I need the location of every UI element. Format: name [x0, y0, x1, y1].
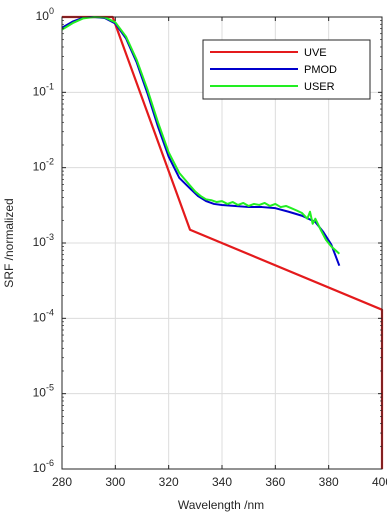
x-tick-label: 280	[52, 475, 72, 489]
y-tick-label: 10-5	[33, 383, 54, 400]
y-tick-label: 10-6	[33, 458, 54, 475]
ticks	[61, 16, 383, 470]
y-tick-label: 10-2	[33, 157, 54, 174]
x-tick-labels: 280 300 320 340 360 380 400	[52, 475, 387, 489]
legend-label-user: USER	[304, 81, 335, 93]
series-line-user	[61, 16, 341, 255]
legend-label-uve: UVE	[304, 47, 327, 59]
legend: UVE PMOD USER	[202, 39, 371, 100]
legend-label-pmod: PMOD	[304, 64, 337, 76]
x-tick-label: 360	[265, 475, 285, 489]
x-axis-label: Wavelength /nm	[178, 498, 264, 512]
y-tick-label: 10-4	[33, 307, 54, 324]
y-tick-label: 10-1	[33, 81, 54, 98]
x-tick-label: 400	[372, 475, 387, 489]
y-tick-label: 100	[36, 6, 54, 23]
y-tick-labels: 10-6 10-5 10-4 10-3 10-2 10-1 100	[33, 6, 54, 475]
x-tick-label: 340	[212, 475, 232, 489]
x-tick-label: 380	[319, 475, 339, 489]
x-tick-label: 320	[159, 475, 179, 489]
y-axis-label: SRF /normalized	[2, 198, 16, 287]
y-tick-label: 10-3	[33, 232, 54, 249]
x-tick-label: 300	[105, 475, 125, 489]
